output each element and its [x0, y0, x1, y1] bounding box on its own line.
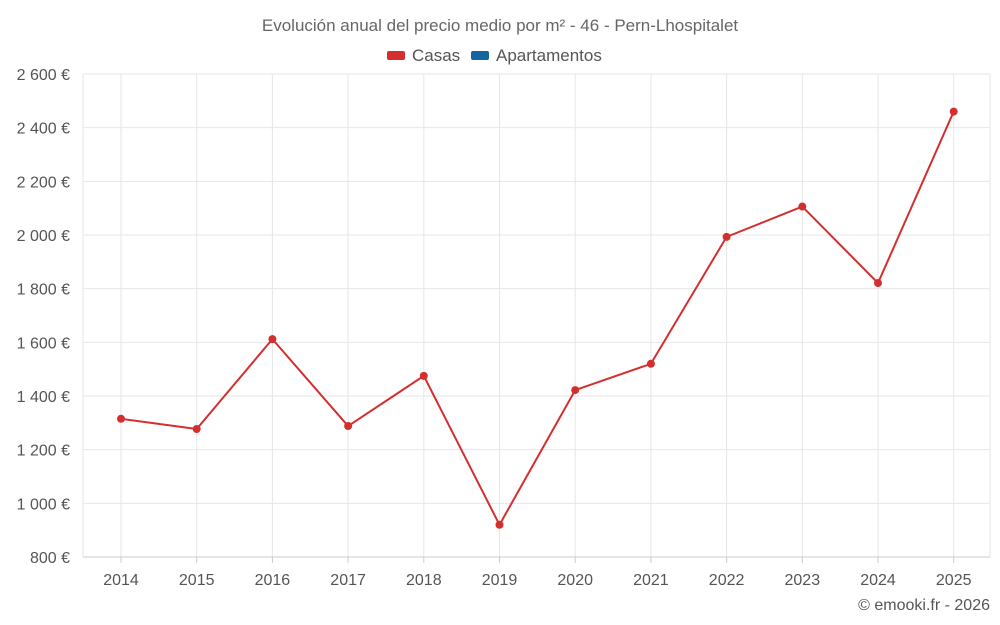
series-line-casas [120, 111, 955, 526]
legend-label-casas: Casas [412, 46, 460, 65]
data-point-2022[interactable] [722, 232, 731, 241]
y-tick-label: 800 € [30, 550, 70, 567]
x-axis-tick-labels: 2014 2015 2016 2017 2018 2019 2020 2021 2022 2023… [103, 572, 971, 589]
y-tick-label: 1 800 € [17, 282, 70, 299]
x-tick-label: 2014 [103, 572, 139, 589]
legend-item-casas[interactable]: Casas [387, 46, 460, 65]
y-tick-label: 1 600 € [17, 335, 70, 352]
data-point-2021[interactable] [646, 359, 655, 368]
y-tick-label: 1 000 € [17, 496, 70, 513]
data-point-2020[interactable] [571, 386, 580, 395]
data-point-2018[interactable] [419, 371, 428, 380]
y-tick-label: 2 200 € [17, 174, 70, 191]
y-axis-tick-labels: 800 € 1 000 € 1 200 € 1 400 € 1 600 € 1 800 €… [17, 67, 70, 567]
legend-item-apartamentos[interactable]: Apartamentos [471, 46, 602, 65]
y-tick-label: 1 400 € [17, 389, 70, 406]
x-tick-label: 2021 [633, 572, 669, 589]
data-point-2019[interactable] [495, 520, 504, 529]
chart-title: Evolución anual del precio medio por m² … [262, 16, 739, 35]
x-tick-label: 2016 [255, 572, 291, 589]
axes [83, 556, 990, 563]
x-tick-label: 2017 [330, 572, 366, 589]
y-tick-label: 2 600 € [17, 67, 70, 84]
data-point-2014[interactable] [117, 414, 125, 423]
data-point-2015[interactable] [192, 425, 201, 434]
series-casas [117, 107, 958, 529]
data-point-2023[interactable] [798, 202, 807, 211]
x-tick-label: 2023 [785, 572, 821, 589]
legend-swatch-apartamentos [471, 51, 489, 60]
legend-swatch-casas [387, 51, 405, 60]
y-tick-label: 2 400 € [17, 121, 70, 138]
data-point-2016[interactable] [268, 335, 277, 344]
gridlines [82, 73, 991, 557]
y-tick-label: 1 200 € [17, 443, 70, 460]
x-tick-label: 2015 [179, 572, 215, 589]
data-point-2025[interactable] [949, 107, 958, 116]
legend: Casas Apartamentos [387, 46, 602, 65]
x-tick-label: 2024 [860, 572, 896, 589]
x-tick-label: 2018 [406, 572, 442, 589]
x-tick-label: 2025 [936, 572, 972, 589]
credit-text: © emooki.fr - 2026 [858, 597, 990, 614]
x-tick-label: 2020 [557, 572, 593, 589]
data-point-2017[interactable] [344, 422, 353, 431]
y-tick-label: 2 000 € [17, 228, 70, 245]
legend-label-apartamentos: Apartamentos [496, 46, 602, 65]
x-tick-label: 2022 [709, 572, 745, 589]
x-tick-label: 2019 [482, 572, 518, 589]
data-point-2024[interactable] [874, 279, 882, 288]
